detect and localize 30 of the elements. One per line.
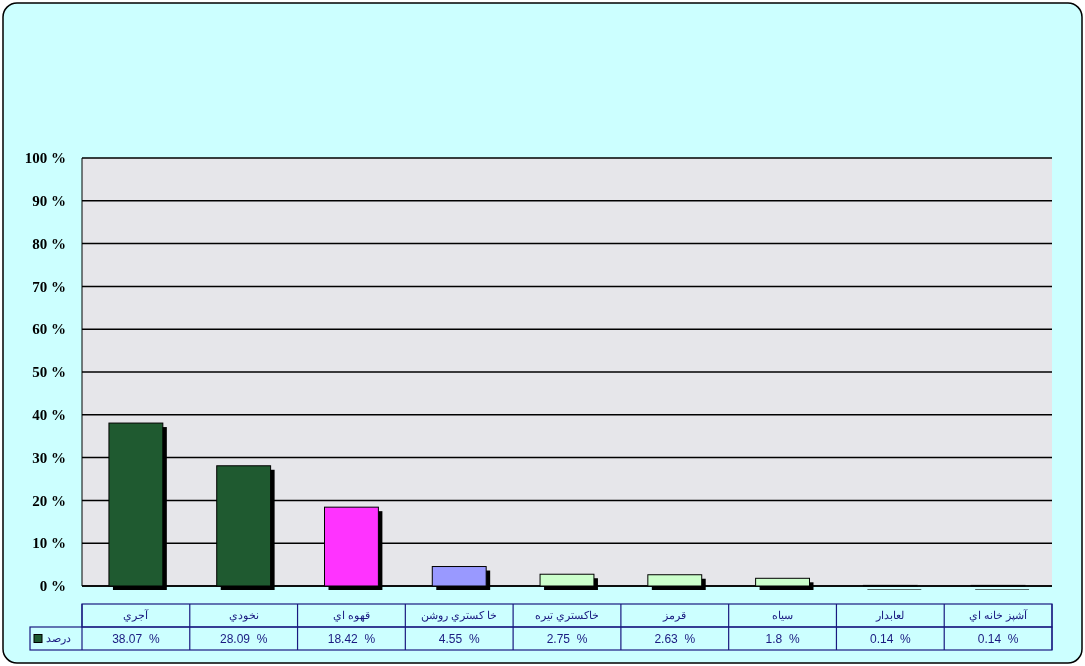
x-tick-label: خاکستري تيره xyxy=(534,609,600,623)
data-label: 28.09 % xyxy=(219,631,268,646)
y-tick-label: 80 % xyxy=(32,235,66,252)
y-tick-label: 70 % xyxy=(32,278,66,295)
y-tick-label: 90 % xyxy=(32,193,66,210)
data-label: 2.75 % xyxy=(546,631,588,646)
x-tick-label: قهوه اي xyxy=(332,609,370,623)
y-tick-label: 100 % xyxy=(24,150,66,167)
y-tick-label: 20 % xyxy=(32,492,66,509)
legend-label: درصد xyxy=(46,632,71,646)
data-label: 0.14 % xyxy=(977,631,1019,646)
data-label: 2.63 % xyxy=(654,631,696,646)
y-tick-label: 10 % xyxy=(32,535,66,552)
y-tick-label: 30 % xyxy=(32,449,66,466)
x-tick-label: سياه xyxy=(772,609,794,622)
x-tick-label: نخودي xyxy=(228,609,259,623)
x-tick-label: آجري xyxy=(123,609,150,623)
x-tick-label: آشپز خانه اي xyxy=(969,609,1029,623)
data-label: 18.42 % xyxy=(327,631,376,646)
y-tick-label: 60 % xyxy=(32,321,66,338)
x-tick-label: لعابدار xyxy=(875,609,905,623)
x-tick-label: خا کستري روشن xyxy=(421,609,498,623)
data-label: 1.8 % xyxy=(765,631,800,646)
y-tick-label: 40 % xyxy=(32,407,66,424)
y-tick-label: 50 % xyxy=(32,364,66,381)
y-tick-label: 0 % xyxy=(39,578,66,595)
data-label: 38.07 % xyxy=(112,631,160,646)
data-label: 4.55 % xyxy=(438,631,480,646)
data-label: 0.14 % xyxy=(869,631,912,646)
x-tick-label: قرمز xyxy=(662,609,687,623)
